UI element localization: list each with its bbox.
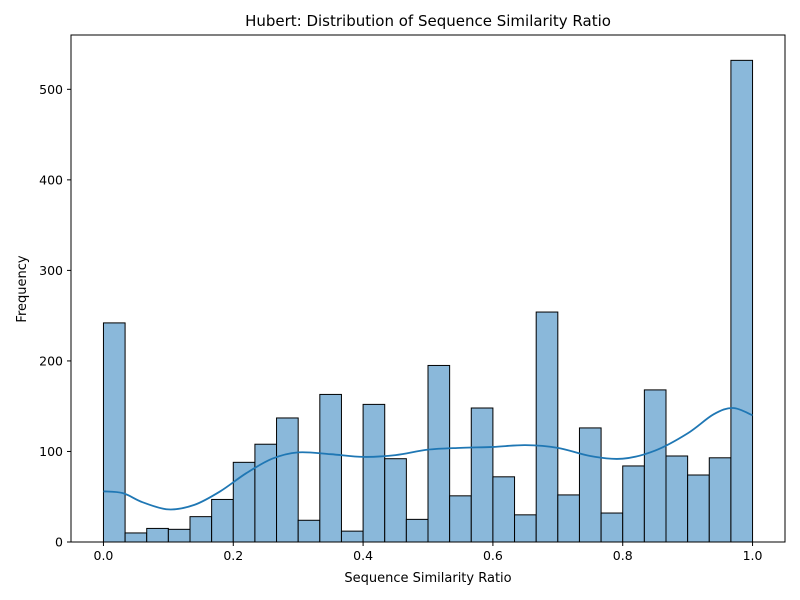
histogram-bar [600,512,624,543]
x-axis-label: Sequence Similarity Ratio [344,571,511,586]
x-tick-label: 0.2 [223,548,243,563]
histogram-bar [622,465,645,543]
y-tick-label: 100 [39,444,63,459]
y-tick-label: 0 [55,535,63,550]
histogram-bar [102,322,126,543]
y-tick-label: 200 [39,353,63,368]
histogram-bar [427,364,451,543]
kde-line [103,407,753,511]
bars-group [102,59,754,543]
plot-frame [70,34,786,543]
histogram-bar [319,393,342,543]
x-tick-label: 1.0 [743,548,763,563]
y-tick-label: 300 [39,263,63,278]
histogram-bar [492,476,516,543]
histogram-bar [687,474,710,543]
y-axis: 0 100 200 300 400 500 [39,82,71,550]
histogram-bar [730,59,754,543]
histogram-bar [276,417,299,543]
chart-title: Hubert: Distribution of Sequence Similar… [245,12,611,30]
histogram-bar [557,494,580,543]
histogram-bar [297,519,321,543]
histogram-bar [470,407,494,543]
x-tick-label: 0.4 [353,548,373,563]
histogram-bar [340,530,364,543]
y-tick-label: 500 [39,82,63,97]
y-axis-label: Frequency [15,255,30,322]
histogram-bar [146,527,169,543]
histogram-bar [514,514,537,543]
histogram-bar [189,516,213,543]
histogram-bar [211,498,234,543]
histogram-bar [362,403,386,543]
x-axis: 0.0 0.2 0.4 0.6 0.8 1.0 [94,542,763,563]
x-tick-label: 0.8 [613,548,633,563]
histogram-bar [578,427,602,543]
histogram-bar [535,311,559,543]
histogram-bar [643,389,667,543]
x-tick-label: 0.0 [94,548,114,563]
histogram-bar [167,528,191,543]
histogram-bar [665,455,689,543]
x-tick-label: 0.6 [483,548,503,563]
histogram-bar [384,458,407,543]
histogram-bar [449,495,472,543]
histogram-bar [124,532,148,543]
histogram-bar [708,457,732,543]
y-tick-label: 400 [39,172,63,187]
histogram-bar [405,518,429,543]
